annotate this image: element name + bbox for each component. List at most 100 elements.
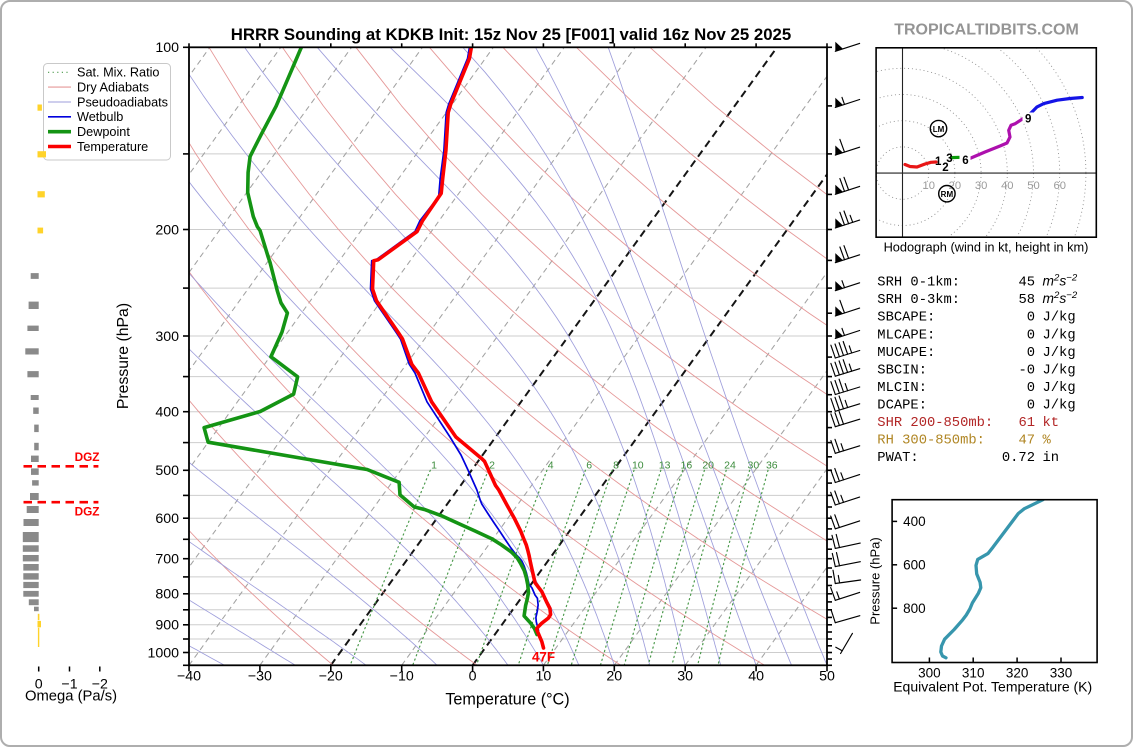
svg-text:Equivalent Pot. Temperature (K: Equivalent Pot. Temperature (K): [893, 679, 1092, 695]
svg-text:−30: −30: [248, 669, 272, 685]
svg-text:30: 30: [975, 180, 987, 192]
svg-text:J/kg: J/kg: [1043, 345, 1076, 361]
svg-text:61: 61: [1018, 416, 1035, 431]
svg-text:0: 0: [1027, 311, 1035, 326]
svg-text:Dry Adiabats: Dry Adiabats: [77, 80, 149, 94]
svg-text:Omega (Pa/s): Omega (Pa/s): [25, 689, 117, 705]
svg-text:10: 10: [632, 460, 644, 472]
svg-text:330: 330: [1050, 666, 1073, 681]
svg-text:200: 200: [155, 222, 179, 238]
svg-text:24: 24: [724, 460, 736, 472]
svg-text:SHR 200-850mb:: SHR 200-850mb:: [877, 415, 993, 431]
svg-text:16: 16: [681, 460, 693, 472]
svg-text:in: in: [1043, 450, 1060, 466]
svg-text:900: 900: [155, 618, 179, 634]
svg-text:J/kg: J/kg: [1043, 380, 1076, 396]
svg-text:J/kg: J/kg: [1043, 362, 1076, 378]
svg-text:45: 45: [1018, 276, 1035, 291]
svg-text:J/kg: J/kg: [1043, 327, 1076, 343]
svg-text:0.72: 0.72: [1002, 451, 1035, 466]
svg-text:SBCIN:: SBCIN:: [877, 363, 927, 378]
svg-text:DCAPE:: DCAPE:: [877, 399, 927, 414]
svg-text:600: 600: [903, 557, 926, 572]
svg-text:Temperature: Temperature: [77, 140, 148, 154]
svg-text:58: 58: [1018, 293, 1035, 308]
svg-text:−10: −10: [390, 669, 414, 685]
svg-text:1000: 1000: [147, 645, 179, 661]
svg-text:800: 800: [903, 601, 926, 616]
svg-text:9: 9: [1025, 114, 1031, 126]
svg-text:36: 36: [766, 460, 778, 472]
svg-text:0: 0: [1027, 399, 1035, 414]
svg-text:Pressure (hPa): Pressure (hPa): [868, 537, 883, 624]
svg-text:400: 400: [903, 514, 926, 529]
svg-text:PWAT:: PWAT:: [877, 451, 918, 466]
svg-text:J/kg: J/kg: [1043, 398, 1076, 414]
svg-text:310: 310: [962, 666, 985, 681]
svg-text:40: 40: [1001, 180, 1013, 192]
svg-text:6: 6: [586, 460, 592, 472]
svg-text:1: 1: [935, 156, 942, 168]
svg-text:RH 300-850mb:: RH 300-850mb:: [877, 433, 985, 449]
svg-text:20: 20: [702, 460, 714, 472]
svg-text:-0: -0: [1018, 363, 1035, 378]
svg-text:13: 13: [659, 460, 671, 472]
svg-text:600: 600: [155, 511, 179, 527]
svg-text:DGZ: DGZ: [75, 505, 100, 519]
svg-text:20: 20: [949, 180, 961, 192]
svg-text:kt: kt: [1043, 415, 1060, 431]
svg-text:Pressure (hPa): Pressure (hPa): [115, 303, 132, 409]
svg-text:LM: LM: [933, 125, 945, 134]
svg-text:−20: −20: [319, 669, 343, 685]
svg-text:10: 10: [922, 180, 934, 192]
svg-text:MUCAPE:: MUCAPE:: [877, 346, 935, 361]
svg-text:2: 2: [489, 460, 495, 472]
svg-text:DGZ: DGZ: [75, 450, 100, 464]
svg-text:0: 0: [35, 677, 43, 693]
svg-text:320: 320: [1006, 666, 1029, 681]
svg-text:RM: RM: [941, 190, 954, 199]
svg-text:MLCAPE:: MLCAPE:: [877, 328, 935, 343]
svg-text:300: 300: [918, 666, 941, 681]
svg-text:3: 3: [946, 153, 952, 165]
svg-text:300: 300: [155, 329, 179, 345]
svg-text:400: 400: [155, 405, 179, 421]
svg-text:SRH 0-1km:: SRH 0-1km:: [877, 275, 960, 291]
svg-text:0: 0: [1027, 328, 1035, 343]
svg-text:HRRR Sounding at KDKB Init: 15: HRRR Sounding at KDKB Init: 15z Nov 25 […: [231, 25, 791, 44]
svg-text:500: 500: [155, 463, 179, 479]
svg-text:J/kg: J/kg: [1043, 310, 1076, 326]
svg-text:−1: −1: [61, 677, 77, 693]
svg-text:30: 30: [748, 460, 760, 472]
svg-text:1: 1: [431, 460, 437, 472]
svg-text:0: 0: [1027, 381, 1035, 396]
svg-text:0: 0: [1027, 346, 1035, 361]
svg-text:TROPICALTIDBITS.COM: TROPICALTIDBITS.COM: [894, 22, 1079, 39]
svg-text:40: 40: [748, 669, 764, 685]
svg-text:0: 0: [469, 669, 477, 685]
svg-text:60: 60: [1053, 180, 1065, 192]
svg-text:800: 800: [155, 587, 179, 603]
svg-text:2: 2: [942, 162, 948, 174]
svg-text:30: 30: [677, 669, 693, 685]
svg-text:SBCAPE:: SBCAPE:: [877, 311, 935, 326]
svg-text:SRH 0-3km:: SRH 0-3km:: [877, 292, 960, 308]
svg-text:Sat. Mix. Ratio: Sat. Mix. Ratio: [77, 66, 160, 80]
svg-text:−2: −2: [92, 677, 108, 693]
svg-text:Temperature (°C): Temperature (°C): [445, 691, 569, 709]
svg-text:Pseudoadiabats: Pseudoadiabats: [77, 95, 168, 109]
svg-text:8: 8: [613, 460, 619, 472]
svg-text:−40: −40: [177, 669, 201, 685]
svg-text:100: 100: [155, 40, 179, 56]
svg-text:50: 50: [819, 669, 835, 685]
svg-text:%: %: [1043, 434, 1052, 449]
svg-text:47: 47: [1018, 434, 1035, 449]
svg-text:700: 700: [155, 552, 179, 568]
svg-text:Dewpoint: Dewpoint: [77, 125, 130, 139]
svg-text:10: 10: [536, 669, 552, 685]
svg-text:4: 4: [548, 460, 554, 472]
svg-text:47F: 47F: [532, 650, 555, 665]
svg-text:Wetbulb: Wetbulb: [77, 110, 123, 124]
svg-text:Hodograph (wind in kt, height: Hodograph (wind in kt, height in km): [884, 240, 1089, 255]
svg-text:6: 6: [962, 155, 968, 167]
